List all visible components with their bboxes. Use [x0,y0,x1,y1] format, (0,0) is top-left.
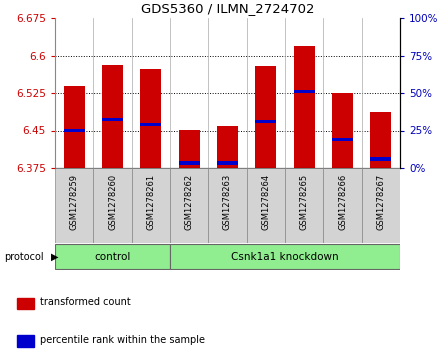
Bar [170,244,400,269]
Bar [370,158,391,160]
Bar [140,69,161,168]
Bar [102,118,123,121]
Bar [362,168,400,243]
Bar [332,138,353,141]
Text: percentile rank within the sample: percentile rank within the sample [40,335,205,344]
Bar [17,335,34,347]
Text: GSM1278266: GSM1278266 [338,174,347,230]
Bar [132,168,170,243]
Text: GSM1278267: GSM1278267 [376,174,385,230]
Bar [247,168,285,243]
Text: GSM1278262: GSM1278262 [185,174,194,230]
Bar [64,86,85,168]
Bar [217,162,238,164]
Text: GSM1278260: GSM1278260 [108,174,117,230]
Bar [179,131,200,168]
Text: GSM1278263: GSM1278263 [223,174,232,230]
Bar [293,46,315,168]
Bar [55,168,93,243]
Text: GSM1278259: GSM1278259 [70,174,79,230]
Text: ▶: ▶ [51,252,58,261]
Bar [332,93,353,168]
Bar [179,162,200,164]
Text: GSM1278265: GSM1278265 [300,174,309,230]
Text: Csnk1a1 knockdown: Csnk1a1 knockdown [231,252,339,261]
Text: protocol: protocol [4,252,44,261]
Text: GSM1278261: GSM1278261 [147,174,155,230]
Bar [370,112,391,168]
Bar [55,244,170,269]
Bar [323,168,362,243]
Bar [170,168,208,243]
Bar [140,123,161,126]
Bar [255,120,276,123]
Text: transformed count: transformed count [40,297,131,307]
Bar [93,168,132,243]
Bar [17,298,34,309]
Text: control: control [94,252,131,261]
Bar [208,168,247,243]
Text: GSM1278264: GSM1278264 [261,174,270,230]
Bar [217,126,238,168]
Title: GDS5360 / ILMN_2724702: GDS5360 / ILMN_2724702 [141,3,314,16]
Bar [293,90,315,93]
Bar [102,65,123,168]
Bar [64,129,85,132]
Bar [285,168,323,243]
Bar [255,66,276,168]
